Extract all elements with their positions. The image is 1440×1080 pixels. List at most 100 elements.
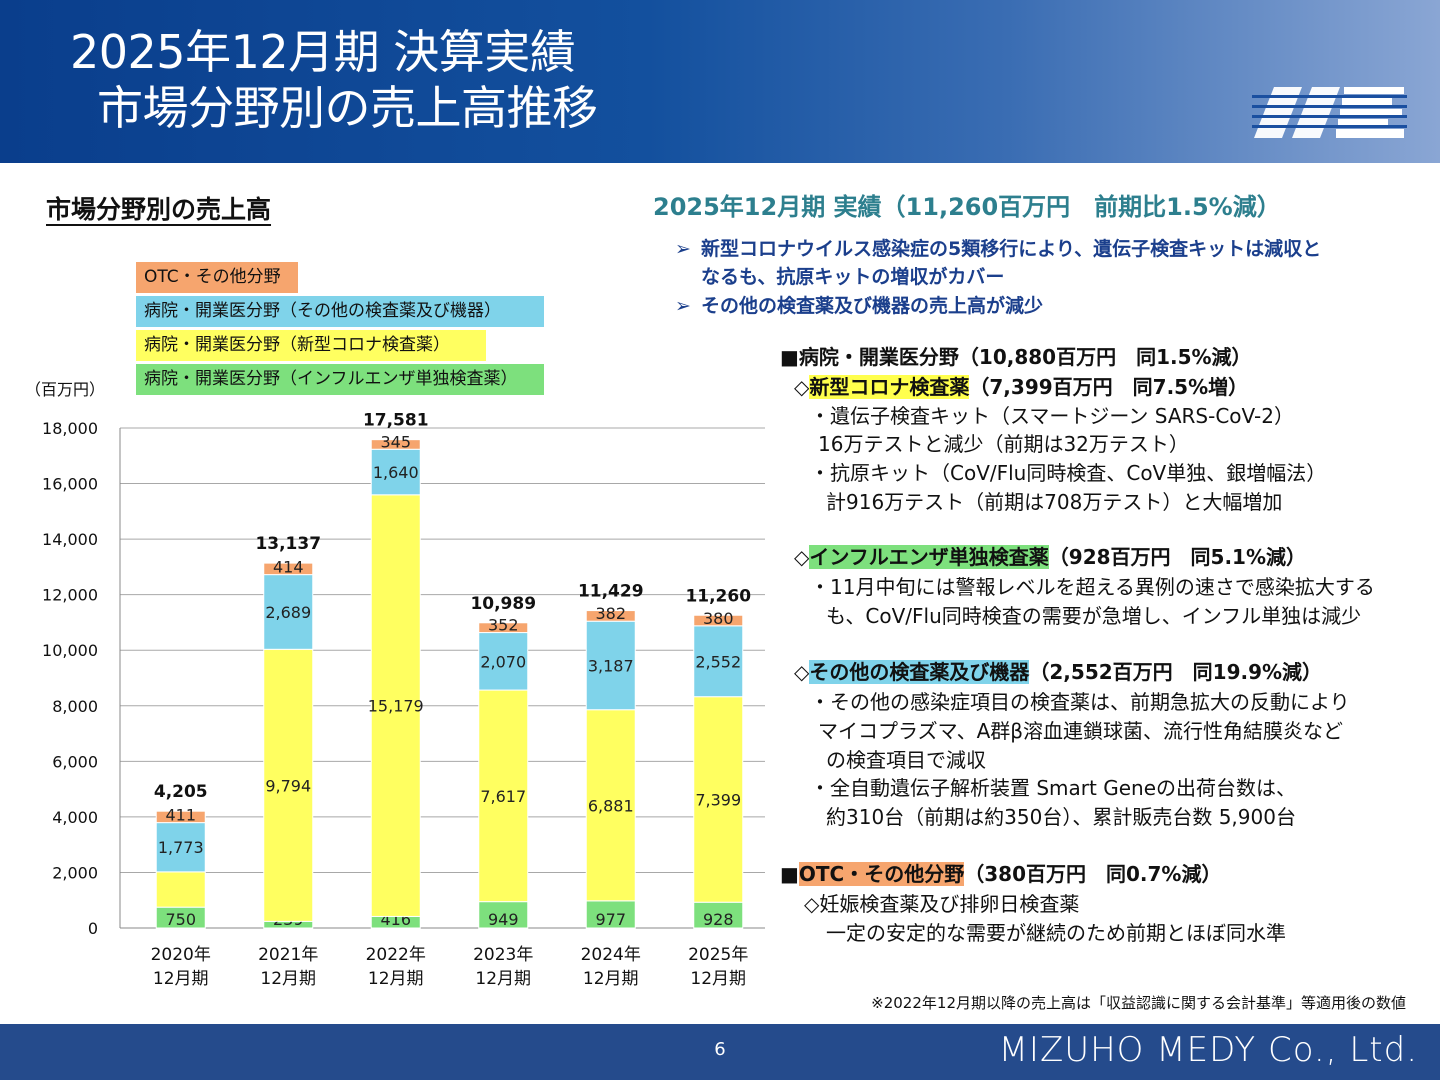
data-label: 7,617 — [480, 787, 526, 806]
bar-segment — [155, 810, 206, 824]
company-name: MIZUHO MEDY Co., Ltd. — [998, 1030, 1418, 1070]
bar-segment — [370, 439, 421, 450]
bar-segment — [478, 689, 529, 903]
y-tick-label: 18,000 — [42, 419, 98, 438]
x-tick-label: 12月期 — [368, 969, 424, 989]
y-tick-label: 10,000 — [42, 641, 98, 660]
total-label: 13,137 — [255, 534, 321, 554]
data-label: 3,187 — [588, 656, 634, 675]
y-tick-label: 14,000 — [42, 530, 98, 549]
stacked-bar-chart: 0 2,000 4,000 6,000 8,000 10,000 12,000 14,000 1… — [42, 411, 765, 989]
data-label: 2,070 — [480, 652, 526, 671]
x-tick-label: 2023年 — [473, 945, 533, 965]
bar-segment — [585, 900, 636, 929]
legend-item-covid: 病院・開業医分野（新型コロナ検査薬） — [136, 330, 486, 361]
chart-legend: OTC・その他分野 病院・開業医分野（その他の検査薬及び機器） 病院・開業医分野… — [136, 262, 544, 398]
bar-segment — [585, 610, 636, 622]
other-line-2: マイコプラズマ、A群β溶血連鎖球菌、流行性角結膜炎など — [818, 719, 1344, 743]
section-heading: 市場分野別の売上高 — [46, 195, 272, 224]
data-label: 977 — [595, 910, 626, 929]
legend-item-influenza: 病院・開業医分野（インフルエンザ単独検査薬） — [136, 364, 544, 395]
y-tick-label: 2,000 — [52, 863, 98, 882]
total-label: 17,581 — [363, 411, 429, 431]
bullet-2-text: その他の検査薬及び機器の売上高が減少 — [701, 295, 1044, 317]
flu-line-1: ・11月中旬には警報レベルを超える異例の速さで感染拡大する — [810, 575, 1375, 599]
data-label: 6,881 — [588, 796, 634, 815]
other-heading: ◇その他の検査薬及び機器（2,552百万円 同19.9%減） — [794, 656, 1322, 685]
bullet-1-text: 新型コロナウイルス感染症の5類移行により、遺伝子検査キットは減収と — [701, 238, 1322, 260]
other-name: その他の検査薬及び機器 — [809, 660, 1030, 684]
other-line-1: ・その他の感染症項目の検査薬は、前期急拡大の反動により — [810, 690, 1350, 714]
bar-segment — [585, 709, 636, 902]
data-label: 414 — [273, 558, 304, 577]
x-tick-label: 12月期 — [475, 969, 531, 989]
data-label: 380 — [703, 609, 734, 628]
y-tick-label: 16,000 — [42, 475, 98, 494]
data-label: 345 — [380, 432, 411, 451]
data-label: 750 — [165, 910, 196, 929]
header-banner: 2025年12月期 決算実績 市場分野別の売上高推移 — [0, 0, 1440, 163]
footnote: ※2022年12月期以降の売上高は「収益認識に関する会計基準」等適用後の数値 — [871, 994, 1406, 1012]
total-label: 11,429 — [578, 582, 644, 602]
bullet-1-cont: なるも、抗原キットの増収がカバー — [675, 262, 1004, 289]
otc-heading: ■OTC・その他分野（380百万円 同0.7%減） — [780, 858, 1221, 887]
legend-item-other-reagents: 病院・開業医分野（その他の検査薬及び機器） — [136, 296, 544, 327]
covid-line-4: 計916万テスト（前期は708万テスト）と大幅増加 — [826, 490, 1283, 514]
hospital-heading-text: 病院・開業医分野（10,880百万円 同1.5%減） — [798, 345, 1252, 369]
data-label: 411 — [165, 806, 196, 825]
y-axis-unit: （百万円） — [25, 380, 106, 399]
x-tick-label: 2022年 — [366, 945, 426, 965]
bar-segment — [155, 871, 206, 908]
y-tick-label: 8,000 — [52, 697, 98, 716]
y-tick-label: 4,000 — [52, 808, 98, 827]
data-label: 15,179 — [368, 697, 424, 716]
bar-segment — [478, 622, 529, 634]
flu-name: インフルエンザ単独検査薬 — [809, 545, 1049, 569]
bar-segment — [693, 625, 744, 698]
covid-line-1: ・遺伝子検査キット（スマートジーン SARS-CoV-2） — [810, 404, 1294, 428]
covid-heading: ◇新型コロナ検査薬（7,399百万円 同7.5%増） — [794, 371, 1248, 400]
data-label: 1,773 — [158, 838, 204, 857]
square-bullet-icon: ■ — [780, 862, 799, 886]
title-line-1: 2025年12月期 決算実績 — [70, 25, 576, 79]
diamond-icon: ◇ — [794, 660, 810, 684]
bar-segment — [478, 632, 529, 691]
arrow-bullet-icon: ➢ — [675, 238, 691, 260]
other-figures: （2,552百万円 同19.9%減） — [1029, 660, 1323, 684]
bar-segment — [155, 822, 206, 873]
title-line-2: 市場分野別の売上高推移 — [97, 81, 598, 135]
page-title: 2025年12月期 決算実績 市場分野別の売上高推移 — [70, 24, 598, 136]
bar-segment — [370, 448, 421, 496]
data-label: 2,552 — [695, 652, 741, 671]
diamond-icon: ◇ — [794, 545, 810, 569]
x-tick-label: 2025年 — [688, 945, 748, 965]
bar-segment — [370, 494, 421, 917]
results-summary: 2025年12月期 実績（11,260百万円 前期比1.5%減） — [653, 193, 1281, 221]
data-label: 9,794 — [265, 776, 311, 795]
y-tick-label: 0 — [88, 919, 98, 938]
flu-figures: （928百万円 同5.1%減） — [1048, 545, 1307, 569]
hospital-heading: ■病院・開業医分野（10,880百万円 同1.5%減） — [780, 341, 1252, 370]
bar-segment — [263, 562, 314, 576]
y-tick-label: 6,000 — [52, 752, 98, 771]
arrow-bullet-icon: ➢ — [675, 295, 691, 317]
x-tick-label: 2024年 — [581, 945, 641, 965]
covid-line-2: 16万テストと減少（前期は32万テスト） — [818, 432, 1189, 456]
otc-figures: （380百万円 同0.7%減） — [964, 862, 1222, 886]
legend-item-otc: OTC・その他分野 — [136, 262, 298, 293]
data-label: 1,640 — [373, 463, 419, 482]
data-label: 949 — [488, 910, 519, 929]
bar-segment — [693, 614, 744, 627]
otc-line-2: 一定の安定的な需要が継続のため前期とほぼ同水準 — [826, 921, 1286, 945]
data-label: 382 — [595, 604, 626, 623]
footer-bar: 6 MIZUHO MEDY Co., Ltd. — [0, 1024, 1440, 1080]
other-line-4: ・全自動遺伝子解析装置 Smart Geneの出荷台数は、 — [810, 776, 1296, 800]
y-tick-label: 12,000 — [42, 586, 98, 605]
x-tick-label: 2020年 — [151, 945, 211, 965]
otc-name: OTC・その他分野 — [798, 862, 965, 886]
x-tick-label: 2021年 — [258, 945, 318, 965]
total-label: 4,205 — [154, 782, 208, 802]
flu-line-2: も、CoV/Flu同時検査の需要が急増し、インフル単独は減少 — [826, 604, 1362, 628]
data-label: 7,399 — [695, 790, 741, 809]
page-number: 6 — [714, 1039, 726, 1060]
